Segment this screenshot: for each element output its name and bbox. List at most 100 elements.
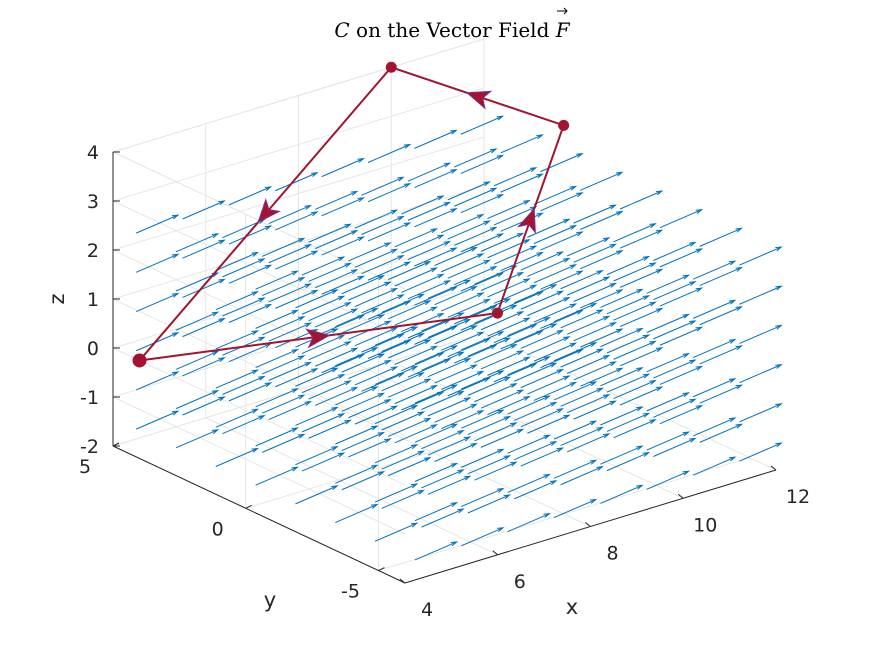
field-arrow-head: [596, 270, 604, 276]
field-arrow-head: [503, 455, 512, 461]
field-arrow: [440, 371, 484, 390]
field-arrow: [262, 237, 305, 257]
field-arrow-head: [523, 278, 531, 284]
field-arrow: [314, 230, 358, 250]
field-arrow: [427, 279, 470, 299]
curve-point: [385, 61, 397, 73]
field-arrow-head: [682, 353, 691, 358]
field-arrow-head: [655, 347, 664, 353]
field-arrow: [533, 225, 576, 245]
field-arrow-head: [510, 304, 518, 310]
field-arrow: [467, 455, 510, 475]
field-arrow-head: [556, 329, 565, 335]
field-arrow: [335, 504, 378, 524]
field-arrow-head: [576, 270, 584, 276]
field-arrow-head: [304, 244, 313, 250]
field-arrow: [460, 115, 503, 135]
field-arrow: [374, 483, 418, 503]
field-arrow: [414, 286, 457, 306]
field-arrow: [692, 456, 736, 476]
field-arrow: [566, 237, 610, 257]
field-arrow-head: [589, 420, 598, 426]
field-arrow-head: [728, 338, 737, 344]
field-arrow: [566, 394, 610, 414]
field-arrow: [361, 216, 404, 235]
field-arrow-head: [549, 323, 558, 329]
field-arrow: [354, 405, 397, 425]
field-arrow: [507, 434, 550, 454]
field-arrow-head: [775, 403, 783, 409]
field-arrow-head: [357, 275, 365, 281]
field-arrow-head: [503, 376, 512, 382]
field-arrow-head: [489, 226, 498, 232]
field-arrow: [135, 371, 179, 391]
field-arrow-head: [636, 484, 644, 490]
field-arrow: [440, 410, 484, 430]
field-arrow: [228, 343, 271, 363]
field-arrow-head: [417, 411, 425, 417]
field-arrow-head: [251, 408, 260, 414]
field-arrow-head: [695, 287, 704, 293]
field-arrow: [454, 266, 497, 286]
field-arrow-head: [384, 359, 392, 365]
x-tick-label: 6: [514, 571, 526, 593]
field-arrow-head: [516, 428, 525, 434]
field-arrow: [500, 252, 543, 272]
field-arrow-head: [403, 261, 412, 267]
field-arrow-head: [602, 394, 611, 399]
chart-title-var: C: [334, 18, 349, 42]
field-arrow-head: [516, 389, 525, 395]
field-arrow: [434, 325, 477, 345]
field-arrow: [354, 209, 397, 229]
field-arrow-head: [251, 251, 260, 257]
field-arrow-head: [649, 223, 657, 229]
field-arrow-head: [450, 462, 459, 468]
field-arrow-head: [430, 424, 439, 430]
field-arrow: [606, 452, 649, 472]
field-arrow-head: [602, 354, 611, 360]
field-arrow-head: [523, 317, 531, 323]
field-arrow-head: [218, 278, 226, 284]
field-arrow: [335, 308, 378, 328]
field-arrow-head: [437, 273, 445, 279]
field-arrow: [460, 154, 503, 174]
field-arrow: [619, 190, 663, 210]
field-arrow-head: [423, 417, 432, 423]
field-arrow-head: [470, 364, 478, 370]
field-arrow-head: [403, 183, 412, 188]
field-arrow: [367, 222, 410, 242]
field-arrow: [560, 348, 603, 368]
field-arrow: [354, 327, 397, 347]
field-arrow: [255, 466, 298, 486]
field-arrow-head: [350, 386, 359, 392]
field-arrow: [540, 231, 583, 251]
field-arrow-head: [450, 502, 459, 507]
field-arrow: [520, 329, 563, 349]
field-arrow: [699, 384, 742, 404]
field-arrow-head: [437, 195, 445, 201]
z-axis-label: z: [45, 293, 69, 304]
field-arrow-head: [264, 264, 273, 270]
field-arrow-head: [171, 292, 180, 298]
field-arrow: [606, 295, 649, 315]
field-arrow: [388, 417, 431, 437]
field-arrow: [321, 197, 364, 217]
field-arrow: [527, 257, 570, 277]
z-tick-label: 4: [87, 142, 99, 164]
field-arrow-head: [556, 290, 565, 296]
field-arrow-head: [430, 384, 439, 390]
field-arrow-head: [410, 404, 419, 410]
field-arrow-head: [728, 417, 737, 423]
field-arrow-head: [563, 218, 571, 224]
field-arrow-head: [569, 303, 578, 309]
field-arrow: [487, 396, 530, 416]
field-arrow-head: [344, 262, 352, 268]
field-arrow: [646, 392, 689, 412]
field-arrow: [646, 353, 689, 373]
field-arrow: [646, 314, 689, 333]
field-arrow-head: [410, 365, 419, 371]
field-arrow-head: [218, 317, 226, 323]
grid-line-z-back: [112, 87, 485, 202]
field-arrow: [262, 277, 305, 297]
field-arrow-head: [602, 237, 611, 243]
